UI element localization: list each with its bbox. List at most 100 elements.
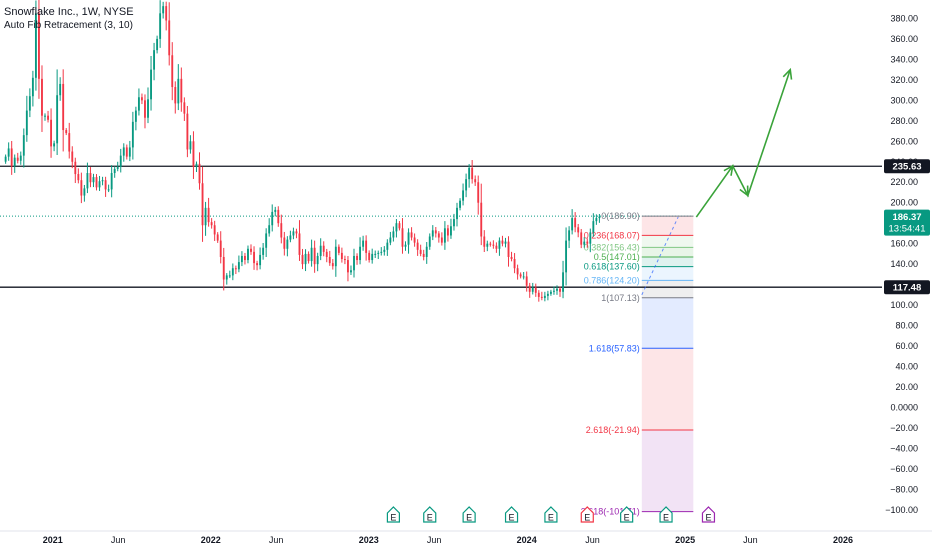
earnings-marker-icon[interactable]: E	[701, 506, 716, 523]
candle-body	[83, 188, 86, 196]
earnings-marker-icon[interactable]: E	[544, 506, 558, 523]
candle-body	[583, 241, 586, 245]
candle-body	[25, 110, 28, 136]
x-tick-label: 2024	[517, 535, 537, 545]
candle-body	[80, 180, 83, 196]
candle-body	[171, 55, 174, 88]
candle-body	[498, 240, 501, 249]
candle-body	[504, 241, 507, 244]
fib-zone-1.618	[641, 348, 694, 430]
earnings-marker-label: E	[548, 513, 554, 523]
candle-body	[325, 251, 328, 257]
candle-body	[244, 255, 246, 261]
candle-body	[289, 235, 292, 240]
candle-body	[407, 232, 410, 245]
earnings-marker-icon[interactable]: E	[462, 506, 476, 523]
candle-body	[462, 190, 465, 201]
candle-body	[468, 167, 471, 180]
y-tick-label: 300.00	[890, 95, 918, 105]
candle-body	[392, 231, 395, 238]
earnings-marker-icon[interactable]: E	[620, 506, 634, 523]
earnings-marker-icon[interactable]: E	[386, 506, 400, 523]
horizontal-levels	[0, 165, 882, 288]
y-tick-label: 0.0000	[890, 402, 918, 412]
y-tick-label: 20.00	[895, 382, 918, 392]
svg-text:186.37: 186.37	[892, 212, 921, 223]
earnings-marker-label: E	[705, 513, 711, 523]
candle-body	[310, 247, 313, 262]
candle-body	[207, 207, 210, 223]
svg-text:235.63: 235.63	[892, 162, 921, 173]
candle-body	[495, 245, 498, 249]
candle-body	[195, 163, 198, 167]
candle-body	[168, 20, 171, 56]
candle-body	[489, 243, 492, 245]
candle-body	[340, 252, 343, 260]
candle-body	[95, 177, 98, 188]
candle-body	[410, 232, 413, 238]
y-tick-label: 140.00	[890, 259, 918, 269]
x-tick-label: 2022	[201, 535, 221, 545]
projection-arrowhead-2	[739, 185, 749, 198]
level-price-tag-2[interactable]: 117.48	[884, 280, 930, 295]
candle-body	[540, 296, 543, 298]
symbol-title: Snowflake Inc., 1W, NYSE	[4, 6, 134, 18]
svg-text:117.48: 117.48	[893, 283, 922, 294]
candle-body	[380, 251, 383, 253]
candle-body	[534, 287, 537, 293]
x-tick-label: Jun	[743, 535, 758, 545]
candle-body	[41, 78, 43, 116]
candle-body	[141, 97, 143, 101]
candle-body	[477, 182, 480, 203]
earnings-marker-icon[interactable]: E	[504, 506, 519, 523]
candle-body	[383, 249, 386, 252]
candle-body	[589, 232, 592, 244]
candle-body	[234, 268, 237, 270]
earnings-marker-icon[interactable]: E	[423, 506, 437, 523]
candle-body	[525, 276, 528, 286]
indicator-label[interactable]: Auto Fib Retracement (3, 10)	[4, 20, 133, 31]
candle-body	[34, 13, 37, 78]
earnings-marker-label: E	[584, 513, 590, 523]
dashed-trendline[interactable]	[641, 216, 679, 296]
candle-body	[38, 13, 40, 79]
candle-body	[204, 207, 207, 226]
candle-body	[28, 96, 31, 111]
earnings-marker-icon[interactable]: E	[580, 506, 594, 523]
candle-body	[459, 200, 461, 208]
candlestick-series	[4, 0, 601, 302]
candle-body	[507, 241, 510, 257]
candle-body	[271, 211, 274, 226]
candle-body	[86, 173, 89, 189]
candle-body	[116, 166, 119, 169]
candle-body	[262, 247, 265, 255]
candle-body	[62, 83, 65, 131]
candle-body	[519, 274, 522, 277]
earnings-marker-label: E	[427, 513, 433, 523]
candle-body	[359, 246, 362, 261]
x-tick-label: 2026	[833, 535, 853, 545]
candle-body	[225, 275, 228, 280]
candle-body	[440, 237, 443, 243]
candle-body	[443, 228, 446, 243]
candle-body	[44, 115, 46, 117]
level-price-tag[interactable]: 235.63	[884, 159, 930, 174]
candle-body	[68, 133, 71, 152]
y-tick-label: 380.00	[890, 13, 918, 23]
candle-body	[592, 221, 595, 233]
projection-path[interactable]	[695, 69, 792, 218]
candle-body	[422, 253, 425, 257]
earnings-marker-icon[interactable]: E	[659, 506, 673, 523]
fib-label-0.382: 0.382(156.43)	[584, 242, 640, 252]
y-tick-label: −40.00	[890, 443, 918, 453]
candle-body	[256, 263, 259, 266]
candle-body	[377, 252, 380, 254]
candle-body	[492, 244, 495, 246]
fib-zone-2.618	[641, 429, 694, 512]
candle-body	[559, 288, 561, 292]
candle-body	[53, 143, 56, 147]
candle-body	[147, 99, 149, 118]
candle-body	[434, 230, 437, 234]
